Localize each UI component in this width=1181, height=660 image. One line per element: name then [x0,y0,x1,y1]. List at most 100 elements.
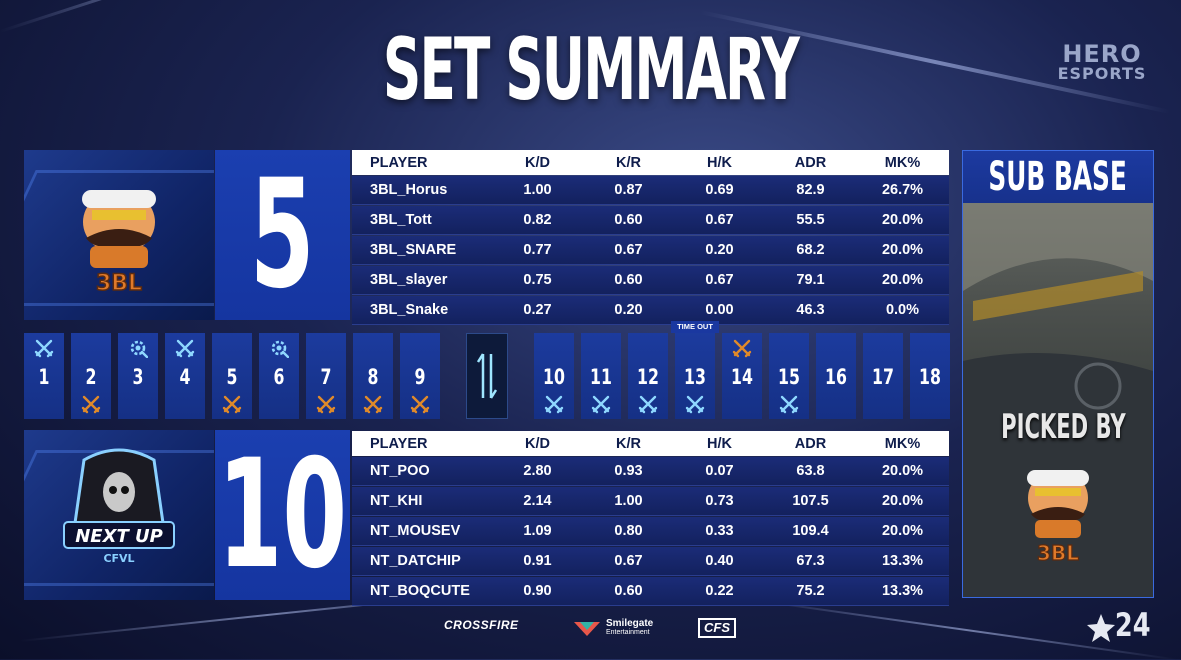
round-cell: 13 [675,333,715,419]
cell-mk: 13.3% [881,583,924,599]
cell-name: NT_MOUSEV [370,523,461,539]
col-kd: K/D [525,435,550,452]
team-top-score-value: 5 [250,148,315,322]
round-number: 12 [637,365,659,389]
col-hk: H/K [707,154,732,171]
cell-kr: 0.93 [614,463,643,479]
team-bottom-logo: NEXT UP CFVL [24,430,214,600]
cell-hk: 0.22 [705,583,734,599]
round-cell: 5 [212,333,252,419]
table-row: NT_BOQCUTE 0.90 0.60 0.22 75.2 13.3% [352,577,949,606]
col-mk: MK% [884,154,921,171]
round-number: 17 [872,365,894,389]
table-row: 3BL_Tott 0.82 0.60 0.67 55.5 20.0% [352,206,949,235]
gear-bomb-icon [130,340,148,358]
round-cell: 7 [306,333,346,419]
round-cell: 11 [581,333,621,419]
round-number: 13 [684,365,706,389]
round-number: 15 [778,365,800,389]
cfs-logo: CFS [698,618,736,638]
cell-name: 3BL_Snake [370,302,449,318]
team-top-stats-table: PLAYER K/D K/R H/K ADR MK% 3BL_Horus 1.00… [352,150,949,325]
round-cell: 1 [24,333,64,419]
picked-by-text: PICKED BY [1001,407,1126,447]
cell-mk: 0.0% [885,302,920,318]
picker-team-logo: 3BL [1027,470,1089,566]
smilegate-name: Smilegate [606,618,654,629]
round-cell: 16 [816,333,856,419]
team-bottom-logo-text: NEXT UP [75,526,163,547]
col-player: PLAYER [370,154,428,171]
cell-kr: 0.67 [614,242,643,258]
col-adr: ADR [794,154,827,171]
cell-kr: 1.00 [614,493,643,509]
col-hk: H/K [707,435,732,452]
col-kr: K/R [616,154,641,171]
swords-icon [591,395,611,414]
round-cell: 9 [400,333,440,419]
table-row: 3BL_SNARE 0.77 0.67 0.20 68.2 20.0% [352,236,949,265]
round-number: 8 [367,365,379,389]
cell-adr: 79.1 [796,272,825,288]
map-name: SUB BASE [988,154,1128,200]
cell-hk: 0.33 [705,523,734,539]
cell-mk: 20.0% [881,463,924,479]
team-bottom-score-value: 10 [217,428,348,602]
cell-kd: 0.75 [523,272,552,288]
table-header: PLAYER K/D K/R H/K ADR MK% [352,431,949,456]
side-swap-divider [466,333,508,419]
team-top-logo-text: 3BL [96,271,142,296]
round-cell: 2 [71,333,111,419]
team-bottom-logo-sub: CFVL [103,552,134,565]
cell-kr: 0.80 [614,523,643,539]
cell-hk: 0.67 [705,272,734,288]
team-bottom-stats-table: PLAYER K/D K/R H/K ADR MK% NT_POO 2.80 0.9… [352,431,949,606]
cell-hk: 0.20 [705,242,734,258]
round-number: 10 [543,365,565,389]
gear-bomb-icon [271,340,289,358]
swords-icon [544,395,564,414]
round-cell: 14 [722,333,762,419]
cell-mk: 20.0% [881,493,924,509]
cell-hk: 0.07 [705,463,734,479]
team-bottom-score: 10 [215,430,350,600]
picked-by-label: PICKED BY [963,407,1153,447]
cell-kd: 2.80 [523,463,552,479]
cell-mk: 20.0% [881,272,924,288]
cell-name: 3BL_SNARE [370,242,457,258]
brand-line1: HERO [1062,40,1142,68]
cell-adr: 67.3 [796,553,825,569]
table-row: NT_KHI 2.14 1.00 0.73 107.5 20.0% [352,487,949,516]
cell-kd: 1.09 [523,523,552,539]
col-kr: K/R [616,435,641,452]
cell-adr: 55.5 [796,212,825,228]
swords-icon [175,339,195,358]
cell-kd: 0.77 [523,242,552,258]
round-cell: 3 [118,333,158,419]
swords-icon [222,395,242,414]
round-cell: 10 [534,333,574,419]
swap-arrows-icon [476,353,498,399]
round-cell: 4 [165,333,205,419]
brand-line2: ESPORTS [1057,64,1147,83]
table-row: NT_POO 2.80 0.93 0.07 63.8 20.0% [352,457,949,486]
round-number: 1 [38,365,50,389]
round-number: 3 [132,365,144,389]
round-number: 18 [919,365,941,389]
cell-adr: 75.2 [796,583,825,599]
cell-adr: 68.2 [796,242,825,258]
page-title: SET SUMMARY [382,20,800,120]
picker-logo-text: 3BL [1037,541,1079,565]
team-top-score: 5 [215,150,350,320]
swords-icon [363,395,383,414]
swords-icon [638,395,658,414]
swords-icon [316,395,336,414]
cell-adr: 46.3 [796,302,825,318]
swords-icon [779,395,799,414]
round-cell: 18 [910,333,950,419]
table-row: NT_DATCHIP 0.91 0.67 0.40 67.3 13.3% [352,547,949,576]
cell-name: NT_KHI [370,493,423,509]
cell-kd: 0.82 [523,212,552,228]
cell-name: NT_BOQCUTE [370,583,470,599]
cell-hk: 0.00 [705,302,734,318]
